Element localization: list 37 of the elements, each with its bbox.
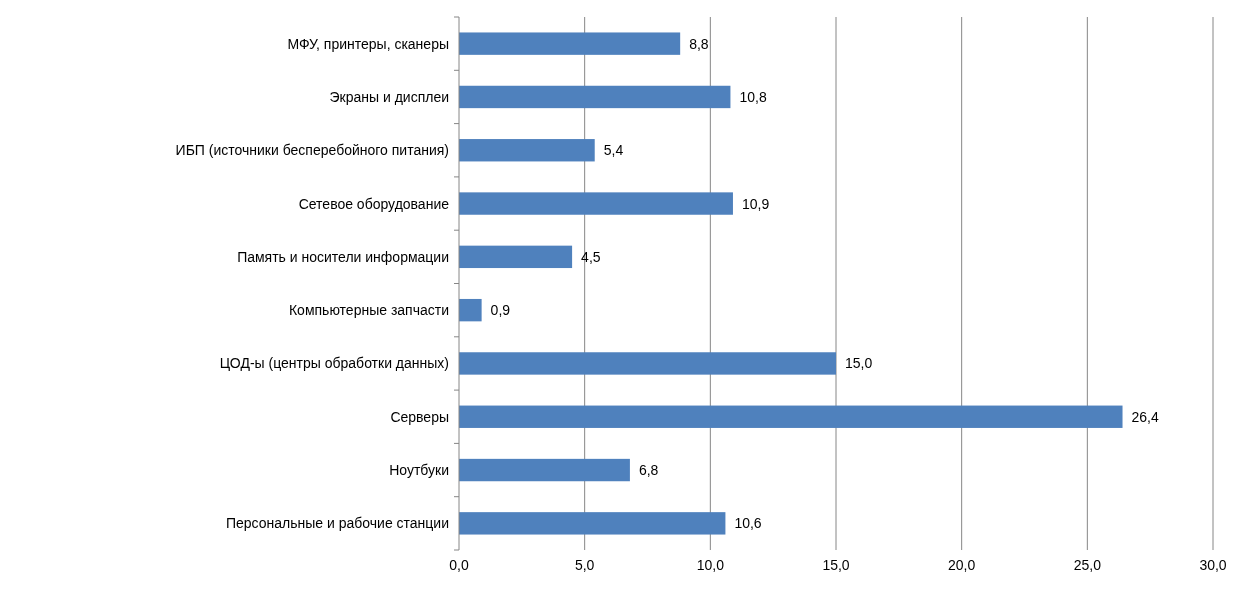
bar	[459, 32, 681, 55]
y-tick-label: Компьютерные запчасти	[288, 302, 449, 319]
y-tick-label: Сетевое оборудование	[298, 195, 450, 212]
y-tick-label: Персональные и рабочие станции	[225, 515, 449, 532]
data-label: 10,9	[741, 195, 770, 212]
data-label: 10,8	[739, 88, 767, 105]
y-tick-label: ИБП (источники бесперебойного питания)	[175, 142, 449, 159]
data-label: 15,0	[845, 355, 873, 372]
x-tick-label: 30,0	[1199, 557, 1227, 573]
bar	[459, 405, 1123, 428]
y-tick-label: Экраны и дисплеи	[329, 88, 449, 105]
data-label: 8,8	[689, 35, 709, 52]
y-tick-label: МФУ, принтеры, сканеры	[287, 35, 449, 52]
data-label: 5,4	[603, 142, 624, 159]
bar	[459, 512, 726, 535]
bar	[459, 298, 482, 322]
y-tick-label: ЦОД-ы (центры обработки данных)	[219, 355, 449, 372]
bar	[459, 192, 733, 215]
data-label: 4,5	[581, 248, 601, 265]
bar	[459, 352, 836, 375]
y-tick-label: Ноутбуки	[389, 462, 449, 479]
data-label: 6,8	[638, 462, 659, 479]
bar	[459, 458, 630, 482]
x-tick-label: 20,0	[948, 557, 976, 573]
x-tick-label: 0,0	[449, 557, 469, 573]
data-label: 10,6	[734, 515, 762, 532]
y-tick-label: Память и носители информации	[237, 248, 449, 265]
data-label: 0,9	[490, 302, 511, 319]
y-tick-label: Серверы	[390, 408, 449, 425]
x-tick-label: 25,0	[1073, 557, 1102, 573]
bar	[459, 85, 731, 109]
data-label: 26,4	[1131, 408, 1159, 425]
x-tick-label: 10,0	[696, 557, 725, 573]
x-tick-label: 15,0	[822, 557, 850, 573]
bar	[459, 139, 595, 162]
x-tick-label: 5,0	[574, 557, 595, 573]
bar	[459, 245, 573, 269]
